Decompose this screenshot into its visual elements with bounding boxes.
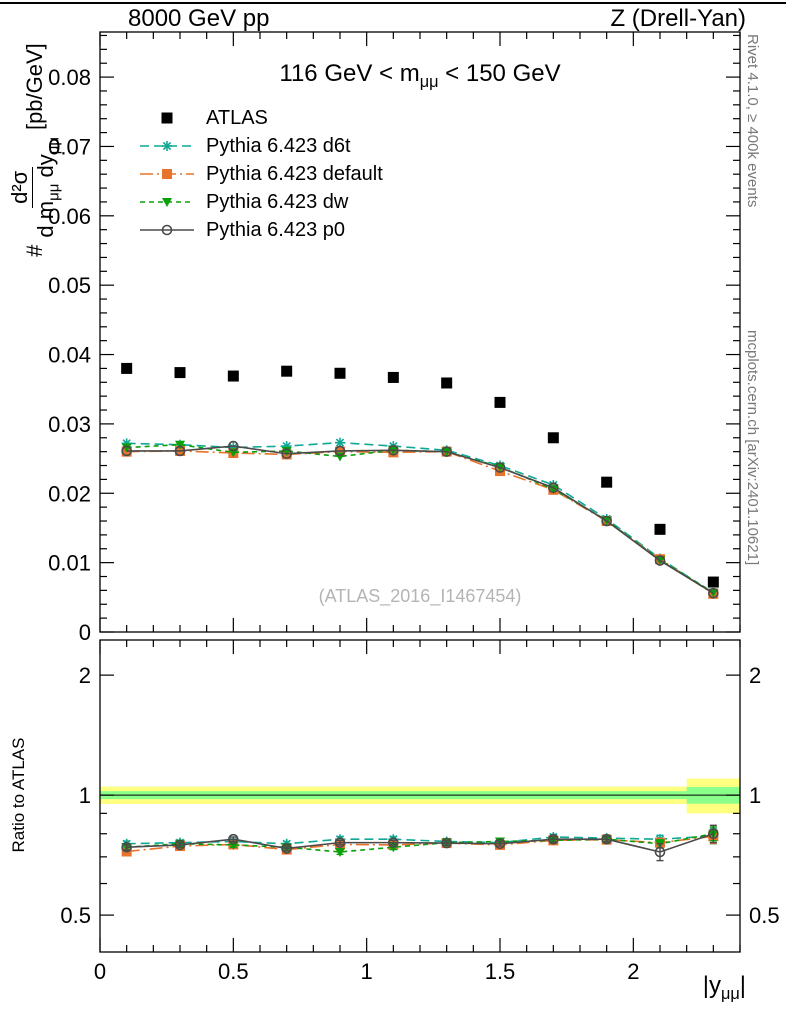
series-line-main-pythia-6-423-p0 (126, 445, 714, 594)
y-axis-label-main: # d²σ d mμμ dyμμ [pb/GeV] (3, 0, 67, 300)
svg-text:0.01: 0.01 (48, 551, 91, 576)
legend-label: Pythia 6.423 default (206, 162, 383, 185)
legend-item-pythia-6-423-default: Pythia 6.423 default (138, 162, 383, 186)
svg-text:0.08: 0.08 (48, 65, 91, 90)
legend: ATLAS Pythia 6.423 d6t Pythia 6.423 defaul… (138, 106, 383, 242)
legend-item-atlas: ATLAS (138, 106, 383, 130)
series-line-ratio-pythia-6-423-dw (126, 832, 714, 853)
axis-tick-labels: 0 0.5 1 1.5 2 0 0.01 0.02 0.03 0.04 0.05 0.06 0.07 0.… (48, 65, 779, 984)
svg-text:0.5: 0.5 (218, 959, 249, 984)
header-beam-label: 8000 GeV pp (128, 5, 270, 32)
legend-item-pythia-6-423-p0: Pythia 6.423 p0 (138, 218, 383, 242)
svg-text:1: 1 (361, 959, 373, 984)
series-atlas (121, 362, 719, 588)
legend-marker-pythia-6-423-d6t (140, 141, 194, 151)
legend-marker-pythia-6-423-p0 (140, 224, 194, 236)
legend-item-pythia-6-423-d6t: Pythia 6.423 d6t (138, 134, 383, 158)
legend-label: Pythia 6.423 p0 (206, 218, 345, 241)
header-process-label: Z (Drell-Yan) (610, 5, 746, 32)
legend-marker-atlas (161, 112, 173, 124)
analysis-watermark: (ATLAS_2016_I1467454) (318, 586, 522, 606)
legend-marker-pythia-6-423-default (140, 169, 194, 179)
svg-text:0.05: 0.05 (48, 273, 91, 298)
legend-label: ATLAS (206, 106, 268, 129)
legend-label: Pythia 6.423 dw (206, 190, 349, 213)
series-pythia-6-423-p0 (121, 440, 719, 862)
y-axis-label-ratio: Ratio to ATLAS (9, 737, 28, 853)
svg-text:0.5: 0.5 (749, 903, 780, 928)
svg-text:0: 0 (94, 959, 106, 984)
svg-text:0: 0 (79, 620, 91, 645)
svg-text:2: 2 (627, 959, 639, 984)
y-axis-label-fraction: d²σ d mμμ dyμμ (7, 137, 63, 238)
svg-text:1: 1 (79, 783, 91, 808)
svg-text:0.07: 0.07 (48, 134, 91, 159)
axis-ticks (99, 32, 741, 952)
mcplots-arxiv-note: mcplots.cern.ch [arXiv:2401.10621] (744, 330, 761, 566)
y-axis-label-prefix: # (22, 244, 47, 257)
ratio-uncertainty-bands (100, 778, 740, 814)
legend-marker-pythia-6-423-dw (140, 198, 194, 207)
svg-text:0.04: 0.04 (48, 343, 91, 368)
series-line-main-pythia-6-423-d6t (126, 441, 714, 594)
legend-label: Pythia 6.423 d6t (206, 134, 351, 157)
series-line-main-pythia-6-423-default (126, 450, 714, 595)
svg-text:0.5: 0.5 (60, 903, 91, 928)
y-axis-label-units: [pb/GeV] (22, 43, 47, 131)
svg-text:2: 2 (749, 663, 761, 688)
svg-text:0.06: 0.06 (48, 204, 91, 229)
svg-text:2: 2 (79, 663, 91, 688)
rivet-version-note: Rivet 4.1.0, ≥ 400k events (744, 34, 761, 208)
svg-text:1: 1 (749, 783, 761, 808)
legend-item-pythia-6-423-dw: Pythia 6.423 dw (138, 190, 383, 214)
plot-title: 116 GeV < mμμ < 150 GeV (279, 60, 561, 91)
svg-text:0.03: 0.03 (48, 412, 91, 437)
x-axis-label: |yμμ| (702, 972, 746, 1003)
svg-text:0.02: 0.02 (48, 481, 91, 506)
svg-text:1.5: 1.5 (485, 959, 516, 984)
series-line-main-pythia-6-423-dw (126, 443, 714, 594)
series-line-ratio-pythia-6-423-p0 (126, 832, 714, 853)
top-border-line (0, 2, 786, 4)
